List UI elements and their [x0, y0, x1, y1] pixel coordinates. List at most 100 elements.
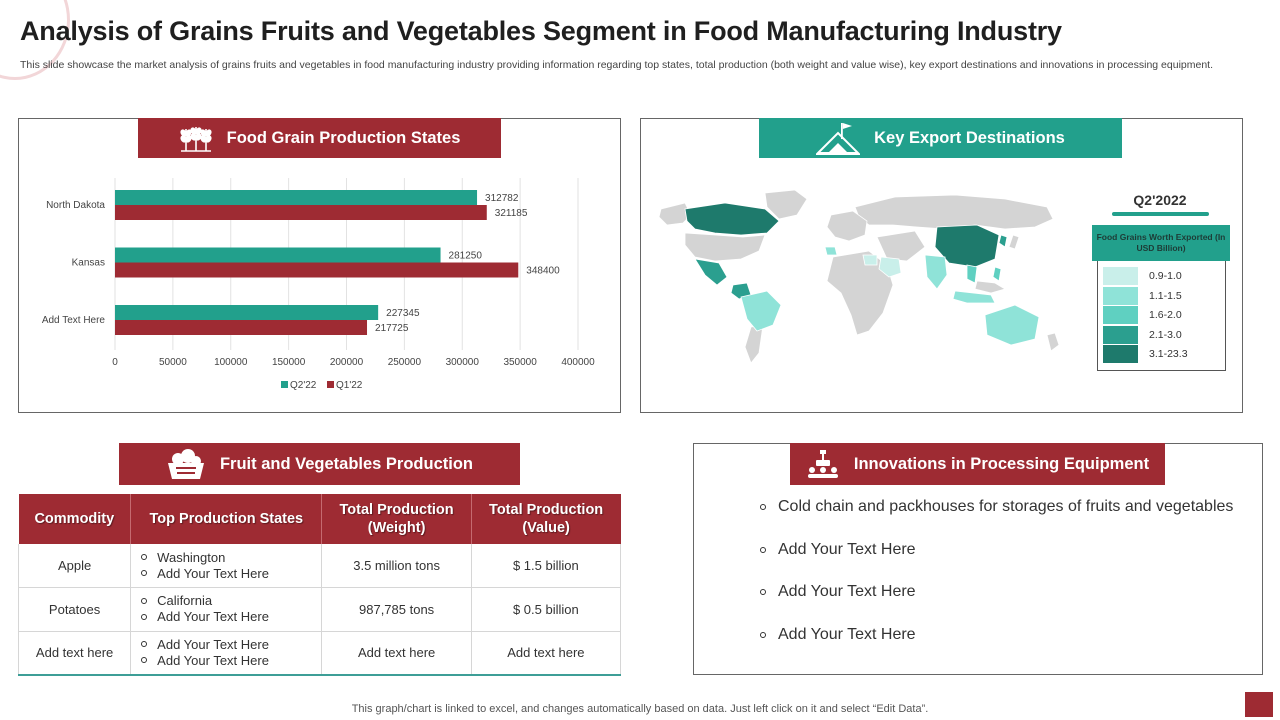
legend-swatch	[327, 381, 334, 388]
bullet-icon	[141, 641, 148, 648]
legend-row: 3.1-23.3	[1103, 345, 1213, 363]
states-cell: Washington Add Your Text Here	[130, 544, 323, 588]
country-india	[924, 254, 948, 290]
country-egypt	[862, 254, 878, 266]
legend-row: 1.6-2.0	[1103, 306, 1213, 324]
bullet-icon	[141, 657, 148, 664]
legend-swatch	[1103, 286, 1138, 305]
x-tick-label: 0	[112, 357, 118, 368]
country-australia	[984, 304, 1040, 346]
bullet-icon	[760, 504, 766, 510]
state-name: Add Your Text Here	[157, 636, 269, 652]
legend-row: 0.9-1.0	[1103, 267, 1213, 285]
table-row: Apple Washington Add Your Text Here 3.5 …	[17, 544, 622, 588]
bar[interactable]	[115, 205, 487, 220]
innovations-banner: Innovations in Processing Equipment	[790, 443, 1165, 485]
robot-arm-icon	[807, 450, 838, 478]
country-morocco	[824, 246, 838, 256]
country-korea	[998, 234, 1008, 248]
innovation-text: Add Your Text Here	[778, 540, 916, 558]
legend-label: Q2'22	[290, 380, 317, 391]
legend-label: 3.1-23.3	[1149, 348, 1188, 360]
category-label: Kansas	[72, 258, 105, 269]
bar[interactable]	[115, 247, 441, 263]
innovations-list: Cold chain and packhouses for storages o…	[760, 498, 1260, 668]
column-header-value: Total Production (Value)	[471, 494, 621, 544]
legend-label: Q1'22	[336, 380, 363, 391]
weight-cell: 3.5 million tons	[321, 544, 472, 588]
bar[interactable]	[115, 262, 519, 278]
value-cell: Add text here	[471, 631, 622, 676]
column-header-commodity: Commodity	[18, 494, 132, 544]
legend-swatch	[281, 381, 288, 388]
grain-production-chart[interactable]: 0 50000 100000 150000 200000 250000 300000 3500…	[19, 160, 619, 405]
list-item: Add Your Text Here	[760, 583, 1260, 626]
country-mexico	[694, 258, 728, 286]
grain-production-title: Food Grain Production States	[226, 128, 461, 147]
x-tick-label: 400000	[561, 357, 595, 368]
data-label: 281250	[449, 251, 483, 262]
country-usa	[684, 232, 766, 262]
flag-mountain-icon	[816, 123, 861, 155]
bullet-icon	[760, 589, 766, 595]
weight-cell: Add text here	[321, 631, 472, 676]
commodity-cell: Potatoes	[17, 587, 132, 632]
corner-accent	[1245, 692, 1273, 717]
table-row: Potatoes California Add Your Text Here 9…	[17, 587, 622, 632]
legend-swatch	[1103, 345, 1138, 363]
legend-swatch	[1103, 306, 1138, 324]
category-label: North Dakota	[46, 200, 105, 211]
legend-swatch	[1103, 267, 1138, 285]
country-saudi	[878, 256, 902, 278]
fruit-production-table: Commodity Top Production States Total Pr…	[17, 494, 622, 676]
commodity-cell: Add text here	[17, 631, 132, 676]
legend-label: 1.1-1.5	[1149, 289, 1182, 302]
fruit-basket-icon	[167, 449, 204, 479]
bullet-icon	[141, 570, 148, 577]
weight-cell: 987,785 tons	[321, 587, 472, 632]
country-indonesia	[952, 290, 996, 304]
legend-label: 0.9-1.0	[1149, 270, 1182, 282]
bullet-icon	[141, 554, 148, 561]
data-label: 321185	[495, 208, 528, 219]
x-tick-label: 200000	[330, 357, 364, 368]
list-item: Add Your Text Here	[760, 626, 1260, 669]
category-label: Add Text Here	[42, 315, 106, 326]
period-underline	[1112, 212, 1209, 216]
state-name: Add Your Text Here	[157, 609, 269, 625]
state-name: California	[157, 593, 213, 609]
bar[interactable]	[115, 320, 368, 335]
export-destinations-title: Key Export Destinations	[874, 128, 1065, 147]
wheat-icon	[180, 127, 212, 152]
innovations-title: Innovations in Processing Equipment	[853, 454, 1150, 473]
value-cell: $ 0.5 billion	[471, 587, 622, 632]
bar[interactable]	[115, 190, 478, 205]
country-vietnam	[966, 264, 978, 284]
bullet-icon	[141, 613, 148, 620]
map-period-label: Q2'2022	[1133, 192, 1187, 208]
country-canada	[684, 202, 780, 236]
page-subtitle: This slide showcase the market analysis …	[20, 59, 1214, 71]
bar[interactable]	[115, 305, 379, 320]
page-title: Analysis of Grains Fruits and Vegetables…	[20, 16, 1062, 46]
export-destinations-banner: Key Export Destinations	[759, 118, 1122, 158]
list-item: Add Your Text Here	[760, 541, 1260, 584]
x-tick-label: 350000	[503, 357, 537, 368]
legend-label: 1.6-2.0	[1149, 309, 1182, 321]
states-cell: California Add Your Text Here	[130, 587, 323, 632]
world-map[interactable]	[655, 185, 1065, 370]
x-tick-label: 300000	[446, 357, 480, 368]
list-item: Cold chain and packhouses for storages o…	[760, 498, 1260, 541]
data-label: 348400	[526, 266, 560, 277]
x-tick-label: 100000	[214, 357, 248, 368]
value-cell: $ 1.5 billion	[471, 544, 622, 588]
legend-swatch	[1103, 325, 1138, 344]
commodity-cell: Apple	[17, 544, 132, 588]
bullet-icon	[760, 546, 766, 553]
data-label: 227345	[386, 308, 420, 319]
data-label: 312782	[485, 193, 519, 204]
map-legend-title: Food Grains Worth Exported (In USD Billi…	[1092, 225, 1230, 261]
data-label: 217725	[375, 323, 409, 334]
state-name: Add Your Text Here	[157, 652, 269, 668]
innovation-text: Add Your Text Here	[778, 625, 916, 643]
